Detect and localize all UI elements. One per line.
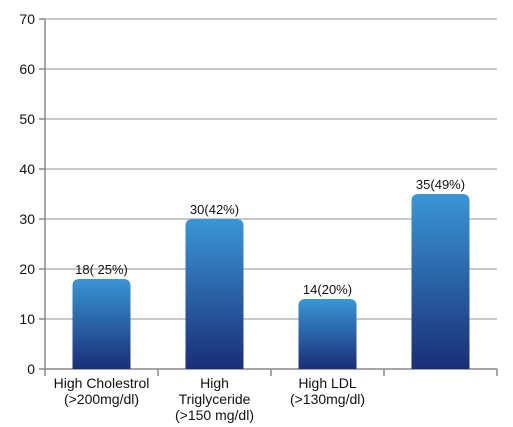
y-tick-label: 50 xyxy=(19,111,35,127)
y-tick-label: 30 xyxy=(19,211,35,227)
category-label: (>130mg/dl) xyxy=(290,391,365,407)
y-tick-label: 0 xyxy=(27,361,35,377)
y-tick-label: 10 xyxy=(19,311,35,327)
data-label-3: 14(20%) xyxy=(303,282,352,297)
y-tick-label: 70 xyxy=(19,11,35,27)
bars xyxy=(72,194,470,369)
data-label-2: 30(42%) xyxy=(190,202,239,217)
bar-4 xyxy=(411,194,470,369)
category-label: High xyxy=(200,375,229,391)
bar-3 xyxy=(298,299,357,369)
y-tick-label: 60 xyxy=(19,61,35,77)
data-label-4: 35(49%) xyxy=(416,177,465,192)
bar-2 xyxy=(185,219,244,369)
category-labels: High Cholestrol(>200mg/dl) HighTriglyceri… xyxy=(54,375,365,423)
category-label: High Cholestrol xyxy=(54,375,150,391)
data-labels: 18( 25%) 30(42%) 14(20%) 35(49%) xyxy=(75,177,465,297)
category-label: (>150 mg/dl) xyxy=(175,407,254,423)
y-tick-label: 20 xyxy=(19,261,35,277)
category-label: (>200mg/dl) xyxy=(64,391,139,407)
y-tick-labels: 0 10 20 30 40 50 60 70 xyxy=(19,11,35,377)
bar-1 xyxy=(72,279,131,369)
category-label: Triglyceride xyxy=(179,391,251,407)
y-tick-label: 40 xyxy=(19,161,35,177)
category-label: High LDL xyxy=(298,375,357,391)
grid-lines xyxy=(45,18,497,320)
data-label-1: 18( 25%) xyxy=(75,262,128,277)
